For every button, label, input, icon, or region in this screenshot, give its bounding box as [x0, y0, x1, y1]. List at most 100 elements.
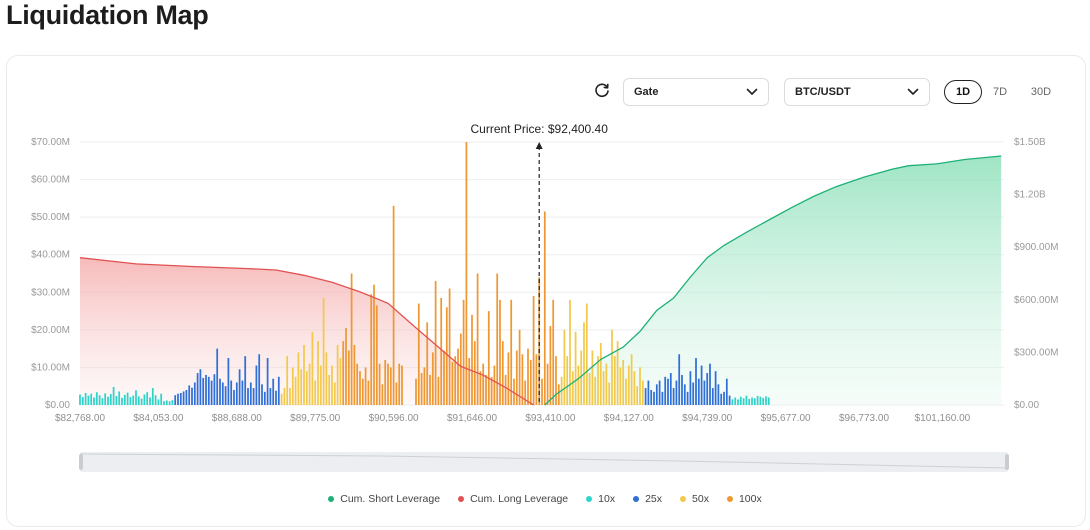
bar-25x: [686, 391, 689, 405]
bar-25x: [207, 376, 210, 405]
bar-50x: [563, 329, 566, 405]
x-tick-label: $94,127.00: [604, 413, 654, 424]
legend-item-10x[interactable]: 10x: [586, 493, 615, 505]
bar-100x: [359, 371, 361, 405]
bar-10x: [137, 396, 140, 405]
current-price-label: Current Price: $92,400.40: [470, 122, 608, 136]
bar-25x: [179, 392, 182, 405]
bar-100x: [473, 341, 476, 405]
x-tick-label: $84,053.00: [133, 413, 183, 424]
x-tick-label: $95,677.00: [761, 413, 811, 424]
bar-100x: [485, 374, 487, 405]
bar-25x: [221, 382, 224, 405]
bar-10x: [171, 400, 174, 405]
bar-50x: [317, 341, 319, 405]
bar-100x: [513, 378, 515, 405]
bar-25x: [249, 382, 252, 405]
range-slider-track[interactable]: [80, 452, 1008, 472]
legend-item-cum-long[interactable]: Cum. Long Leverage: [458, 493, 568, 505]
bar-10x: [154, 395, 157, 405]
bar-25x: [185, 389, 188, 405]
bar-10x: [756, 395, 759, 405]
bar-10x: [84, 392, 87, 405]
bar-100x: [429, 374, 431, 405]
bar-50x: [613, 356, 616, 405]
current-price-arrow-icon: [535, 142, 543, 149]
bar-10x: [739, 396, 742, 405]
bar-10x: [765, 396, 767, 405]
refresh-icon[interactable]: [593, 82, 611, 100]
bar-100x: [515, 350, 518, 405]
legend-item-100x[interactable]: 100x: [726, 493, 762, 505]
bar-50x: [300, 369, 303, 405]
bar-25x: [277, 376, 280, 405]
bar-100x: [493, 365, 496, 405]
bar-10x: [79, 394, 81, 405]
y-left-tick-label: $10.00M: [31, 362, 70, 373]
bar-25x: [681, 374, 683, 405]
y-right-tick-label: $1.50B: [1014, 137, 1046, 148]
range-slider-right-handle[interactable]: [1005, 454, 1009, 470]
bar-10x: [132, 395, 135, 405]
bar-25x: [235, 382, 238, 405]
range-slider-left-handle[interactable]: [79, 454, 83, 470]
x-tick-label: $93,410.00: [525, 413, 575, 424]
bar-25x: [711, 388, 714, 405]
bar-100x: [476, 273, 479, 405]
bar-10x: [87, 395, 90, 405]
bar-50x: [591, 350, 594, 405]
range-7d-button[interactable]: 7D: [992, 86, 1008, 98]
range-1d-button[interactable]: 1D: [944, 80, 982, 104]
bar-50x: [597, 356, 599, 405]
bar-25x: [216, 348, 219, 405]
bar-100x: [507, 352, 510, 405]
bar-100x: [532, 296, 535, 405]
legend-dot-25x: [633, 496, 640, 502]
chevron-down-icon: [907, 88, 919, 95]
bar-25x: [182, 391, 185, 405]
bar-100x: [462, 299, 465, 405]
bar-100x: [454, 356, 457, 405]
bar-100x: [370, 294, 373, 405]
legend-item-cum-short[interactable]: Cum. Short Leverage: [328, 493, 440, 505]
bar-50x: [574, 331, 577, 405]
cum-short-line: [544, 155, 1002, 406]
bar-50x: [599, 343, 602, 405]
bar-100x: [401, 365, 403, 405]
bar-100x: [426, 322, 429, 405]
bar-50x: [297, 352, 300, 405]
bar-25x: [199, 369, 202, 405]
bar-100x: [350, 273, 353, 405]
bar-50x: [622, 359, 625, 405]
bar-100x: [487, 311, 490, 405]
bar-50x: [577, 365, 580, 405]
bar-100x: [437, 376, 440, 405]
x-tick-label: $94,739.00: [682, 413, 732, 424]
bar-100x: [353, 344, 356, 405]
bar-50x: [583, 322, 585, 405]
range-30d-button[interactable]: 30D: [1030, 86, 1052, 98]
legend-item-50x[interactable]: 50x: [680, 493, 709, 505]
bar-10x: [118, 391, 121, 405]
bar-100x: [373, 284, 375, 405]
bar-10x: [163, 401, 165, 405]
bar-10x: [149, 397, 151, 405]
y-right-tick-label: $600.00M: [1014, 295, 1058, 306]
bar-100x: [501, 341, 504, 405]
bar-100x: [518, 329, 521, 405]
legend-item-25x[interactable]: 25x: [633, 493, 662, 505]
bar-25x: [706, 373, 709, 405]
bar-25x: [244, 356, 247, 405]
bar-25x: [258, 354, 261, 405]
bar-25x: [695, 358, 697, 405]
bar-25x: [703, 380, 706, 405]
bar-25x: [269, 388, 272, 405]
bar-100x: [468, 358, 471, 405]
cum-short-area: [544, 156, 1002, 405]
y-left-tick-label: $40.00M: [31, 250, 70, 261]
legend-label: 50x: [692, 493, 709, 505]
bar-25x: [653, 391, 655, 405]
bar-100x: [443, 350, 445, 405]
exchange-select[interactable]: Gate: [623, 78, 769, 106]
pair-select[interactable]: BTC/USDT: [784, 78, 930, 106]
